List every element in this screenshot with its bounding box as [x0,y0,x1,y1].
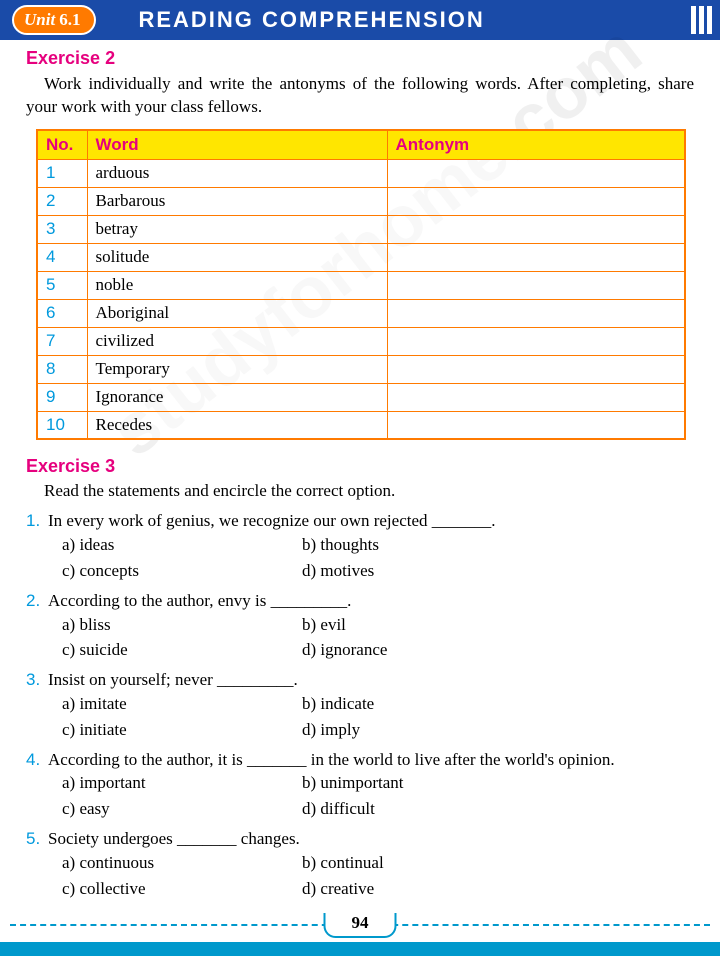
row-word: Recedes [87,411,387,439]
row-num: 5 [37,271,87,299]
row-antonym[interactable] [387,159,685,187]
option-a[interactable]: a) ideas [62,533,302,557]
option-c[interactable]: c) easy [62,797,302,821]
col-word: Word [87,130,387,160]
row-num: 9 [37,383,87,411]
option-a[interactable]: a) continuous [62,851,302,875]
question-number: 4. [26,748,48,772]
option-a[interactable]: a) imitate [62,692,302,716]
footer-band [0,942,720,956]
table-row: 9Ignorance [37,383,685,411]
row-antonym[interactable] [387,187,685,215]
table-row: 3betray [37,215,685,243]
header-bars-icon [691,6,712,34]
table-row: 6Aboriginal [37,299,685,327]
option-d[interactable]: d) motives [302,559,542,583]
option-c[interactable]: c) suicide [62,638,302,662]
option-a[interactable]: a) important [62,771,302,795]
option-b[interactable]: b) evil [302,613,542,637]
unit-label: Unit [24,10,55,30]
row-num: 3 [37,215,87,243]
row-antonym[interactable] [387,299,685,327]
row-antonym[interactable] [387,383,685,411]
row-word: Barbarous [87,187,387,215]
question: 3.Insist on yourself; never _________.a)… [26,668,694,741]
row-word: Aboriginal [87,299,387,327]
row-word: betray [87,215,387,243]
row-word: Temporary [87,355,387,383]
page-number: 94 [324,913,397,938]
option-b[interactable]: b) indicate [302,692,542,716]
table-row: 5noble [37,271,685,299]
row-num: 6 [37,299,87,327]
row-word: arduous [87,159,387,187]
col-antonym: Antonym [387,130,685,160]
row-num: 1 [37,159,87,187]
question: 2.According to the author, envy is _____… [26,589,694,662]
question-stem: According to the author, it is _______ i… [48,748,694,772]
question: 5.Society undergoes _______ changes.a) c… [26,827,694,900]
exercise2-instructions: Work individually and write the antonyms… [26,73,694,119]
question: 1.In every work of genius, we recognize … [26,509,694,582]
row-word: Ignorance [87,383,387,411]
exercise3-title: Exercise 3 [26,456,694,477]
table-row: 8Temporary [37,355,685,383]
row-antonym[interactable] [387,411,685,439]
row-num: 10 [37,411,87,439]
row-antonym[interactable] [387,327,685,355]
row-antonym[interactable] [387,215,685,243]
question-number: 2. [26,589,48,613]
row-num: 7 [37,327,87,355]
question-stem: According to the author, envy is _______… [48,589,694,613]
page-header: Unit 6.1 READING COMPREHENSION [0,0,720,40]
question: 4.According to the author, it is _______… [26,748,694,821]
row-word: civilized [87,327,387,355]
option-d[interactable]: d) imply [302,718,542,742]
exercise2-title: Exercise 2 [26,48,694,69]
table-row: 10Recedes [37,411,685,439]
header-title: READING COMPREHENSION [138,7,484,33]
table-row: 1arduous [37,159,685,187]
option-d[interactable]: d) creative [302,877,542,901]
col-no: No. [37,130,87,160]
question-number: 3. [26,668,48,692]
row-num: 2 [37,187,87,215]
page-footer: 94 [0,924,720,968]
row-num: 8 [37,355,87,383]
table-row: 4solitude [37,243,685,271]
row-antonym[interactable] [387,243,685,271]
question-number: 1. [26,509,48,533]
option-c[interactable]: c) collective [62,877,302,901]
row-antonym[interactable] [387,271,685,299]
option-a[interactable]: a) bliss [62,613,302,637]
option-b[interactable]: b) continual [302,851,542,875]
option-b[interactable]: b) thoughts [302,533,542,557]
row-word: solitude [87,243,387,271]
unit-number: 6.1 [59,10,80,30]
option-c[interactable]: c) initiate [62,718,302,742]
table-row: 7civilized [37,327,685,355]
option-d[interactable]: d) ignorance [302,638,542,662]
question-stem: Society undergoes _______ changes. [48,827,694,851]
question-number: 5. [26,827,48,851]
unit-badge: Unit 6.1 [12,5,96,35]
question-stem: In every work of genius, we recognize ou… [48,509,694,533]
row-num: 4 [37,243,87,271]
row-antonym[interactable] [387,355,685,383]
option-b[interactable]: b) unimportant [302,771,542,795]
option-d[interactable]: d) difficult [302,797,542,821]
table-row: 2Barbarous [37,187,685,215]
antonym-table: No. Word Antonym 1arduous2Barbarous3betr… [36,129,686,441]
question-stem: Insist on yourself; never _________. [48,668,694,692]
exercise3-instructions: Read the statements and encircle the cor… [26,481,694,501]
row-word: noble [87,271,387,299]
option-c[interactable]: c) concepts [62,559,302,583]
